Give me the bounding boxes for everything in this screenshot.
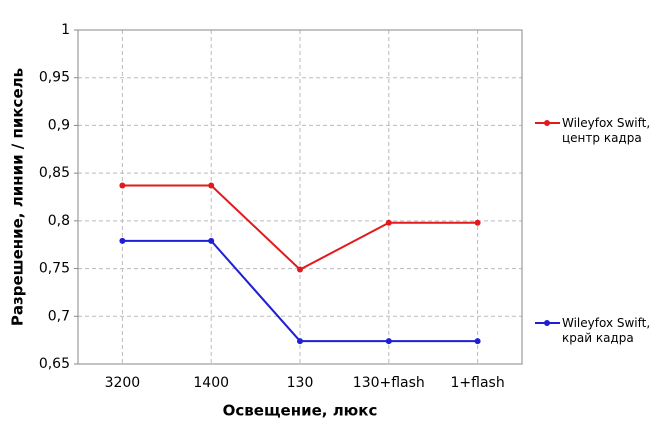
y-tick-label: 0,7 (48, 308, 70, 324)
point (119, 182, 126, 189)
x-tick-label: 130 (287, 375, 314, 391)
y-tick-label: 0,9 (48, 117, 70, 133)
y-axis-title: Разрешение, линии / пиксель (9, 68, 27, 326)
point (297, 338, 303, 345)
x-tick-label: 130+flash (353, 375, 425, 391)
point (385, 219, 392, 226)
legend-swatch-dot (544, 320, 550, 326)
legend-label: Wileyfox Swift, край кадра (562, 316, 651, 345)
x-tick-label: 1+flash (450, 375, 504, 391)
point (208, 182, 215, 189)
point (474, 219, 481, 226)
y-tick-label: 1 (61, 22, 70, 38)
point (208, 237, 215, 244)
point (119, 237, 126, 244)
y-tick-label: 0,75 (39, 261, 70, 277)
y-tick-label: 0,8 (48, 213, 70, 229)
y-tick-label: 0,65 (39, 356, 70, 372)
x-tick-label: 1400 (193, 375, 229, 391)
legend-swatch-dot (544, 120, 550, 126)
legend-label: Wileyfox Swift, центр кадра (562, 116, 651, 145)
x-axis-title: Освещение, люкс (223, 402, 378, 420)
y-tick-label: 0,95 (39, 70, 70, 86)
plot-frame (77, 29, 523, 365)
point (385, 338, 392, 345)
x-tick-label: 3200 (105, 375, 141, 391)
y-tick-label: 0,85 (39, 165, 70, 181)
point (297, 266, 303, 273)
point (474, 338, 481, 345)
